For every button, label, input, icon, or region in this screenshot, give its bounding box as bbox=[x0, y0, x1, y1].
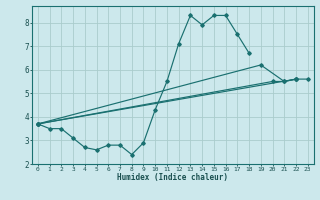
X-axis label: Humidex (Indice chaleur): Humidex (Indice chaleur) bbox=[117, 173, 228, 182]
